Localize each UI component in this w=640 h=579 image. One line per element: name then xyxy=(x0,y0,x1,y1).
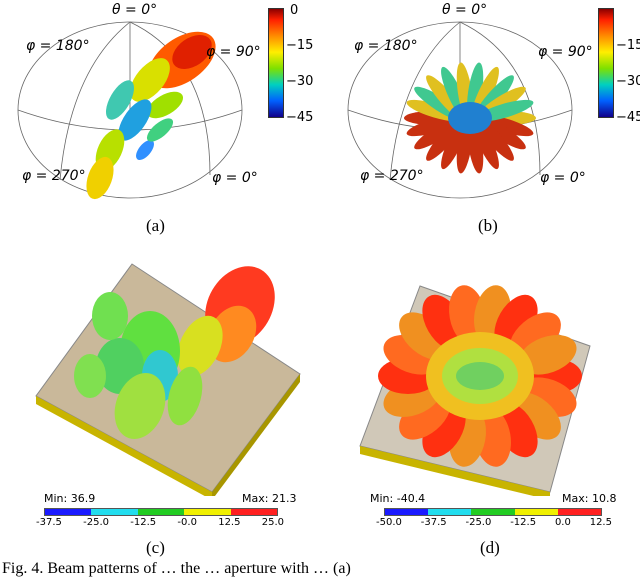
panel-b: θ = 0° φ = 180° φ = 90° φ = 270° φ = 0° … xyxy=(330,0,640,240)
colorbar-b xyxy=(598,8,614,118)
legend-tick-c-0: -37.5 xyxy=(36,517,62,528)
legend-swatch xyxy=(230,509,278,515)
caption-c: (c) xyxy=(146,538,165,557)
phi-180-label-a: φ = 180° xyxy=(26,38,90,54)
lobe-center xyxy=(456,362,504,390)
legend-swatch xyxy=(137,509,185,515)
legend-swatch xyxy=(45,509,92,515)
radiation-lobes-b xyxy=(404,62,536,174)
panel-d: Min: -40.4 Max: 10.8 -50.0 -37.5 -25.0 -… xyxy=(320,256,640,557)
panel-c: Min: 36.9 Max: 21.3 -37.5 -25.0 -12.5 -0… xyxy=(0,256,320,557)
phi-0-label-b: φ = 0° xyxy=(540,170,586,186)
caption-a: (a) xyxy=(146,216,165,235)
colorbar-tick-a-0: 0 xyxy=(290,3,299,18)
phi-0-label-a: φ = 0° xyxy=(212,170,258,186)
legend-tick-d-0: -50.0 xyxy=(376,517,402,528)
phi-180-label-b: φ = 180° xyxy=(354,38,418,54)
lobe xyxy=(518,335,577,375)
legend-tick-c-2: -12.5 xyxy=(130,517,157,528)
min-label-c: Min: 36.9 xyxy=(44,492,96,505)
legend-ticks-d: -50.0 -37.5 -25.0 -12.5 0.0 12.5 xyxy=(376,517,612,528)
legend-strip-c xyxy=(44,508,278,516)
theta-label-a: θ = 0° xyxy=(112,2,158,18)
legend-strip-d xyxy=(384,508,602,516)
colorbar-tick-a-2: −30 xyxy=(286,74,314,89)
radiation-lobes-d xyxy=(378,285,582,467)
lobe-center xyxy=(448,102,492,134)
legend-swatch xyxy=(91,509,138,515)
colorbar-tick-b-2: −45 xyxy=(616,110,640,125)
colorbar-tick-a-3: −45 xyxy=(286,110,314,125)
legend-swatch xyxy=(471,509,515,515)
legend-tick-c-3: -0.0 xyxy=(177,517,197,528)
caption-b: (b) xyxy=(478,216,498,235)
legend-tick-d-1: -37.5 xyxy=(420,517,447,528)
legend-tick-d-2: -25.0 xyxy=(465,517,492,528)
legend-tick-c-4: 12.5 xyxy=(218,517,241,528)
legend-tick-d-4: 0.0 xyxy=(554,517,571,528)
radiation-lobes-c xyxy=(74,266,275,439)
sphere-wireframe-a xyxy=(17,21,243,200)
colorbar-tick-b-1: −30 xyxy=(616,74,640,89)
radiation-lobes-a xyxy=(86,31,216,200)
theta-label-b: θ = 0° xyxy=(442,2,488,18)
legend-ticks-c: -37.5 -25.0 -12.5 -0.0 12.5 25.0 xyxy=(36,517,284,528)
max-label-c: Max: 21.3 xyxy=(242,492,297,505)
legend-swatch xyxy=(428,509,472,515)
colorbar-tick-b-0: −15 xyxy=(616,38,640,53)
max-label-d: Max: 10.8 xyxy=(562,492,617,505)
min-label-d: Min: -40.4 xyxy=(370,492,426,505)
colorbar-tick-a-1: −15 xyxy=(286,38,314,53)
caption-d: (d) xyxy=(480,538,500,557)
legend-tick-d-5: 12.5 xyxy=(589,517,612,528)
legend-swatch xyxy=(557,509,602,515)
antenna-pattern-3d-d xyxy=(359,285,591,496)
legend-tick-c-1: -25.0 xyxy=(83,517,110,528)
phi-90-label-a: φ = 90° xyxy=(206,44,261,60)
legend-tick-d-3: -12.5 xyxy=(510,517,537,528)
legend-swatch xyxy=(514,509,558,515)
sphere-wireframe-b xyxy=(347,21,573,199)
legend-swatch xyxy=(184,509,231,515)
colorbar-a xyxy=(268,8,284,118)
phi-270-label-a: φ = 270° xyxy=(22,168,86,184)
phi-270-label-b: φ = 270° xyxy=(360,168,424,184)
legend-swatch xyxy=(385,509,429,515)
phi-90-label-b: φ = 90° xyxy=(538,44,593,60)
antenna-pattern-3d-c xyxy=(35,263,301,496)
figure-caption-footer: Fig. 4. Beam patterns of … the … apertur… xyxy=(2,560,351,577)
panel-a: θ = 0° φ = 180° φ = 90° φ = 270° φ = 0° … xyxy=(0,0,320,240)
legend-tick-c-5: 25.0 xyxy=(261,517,284,528)
